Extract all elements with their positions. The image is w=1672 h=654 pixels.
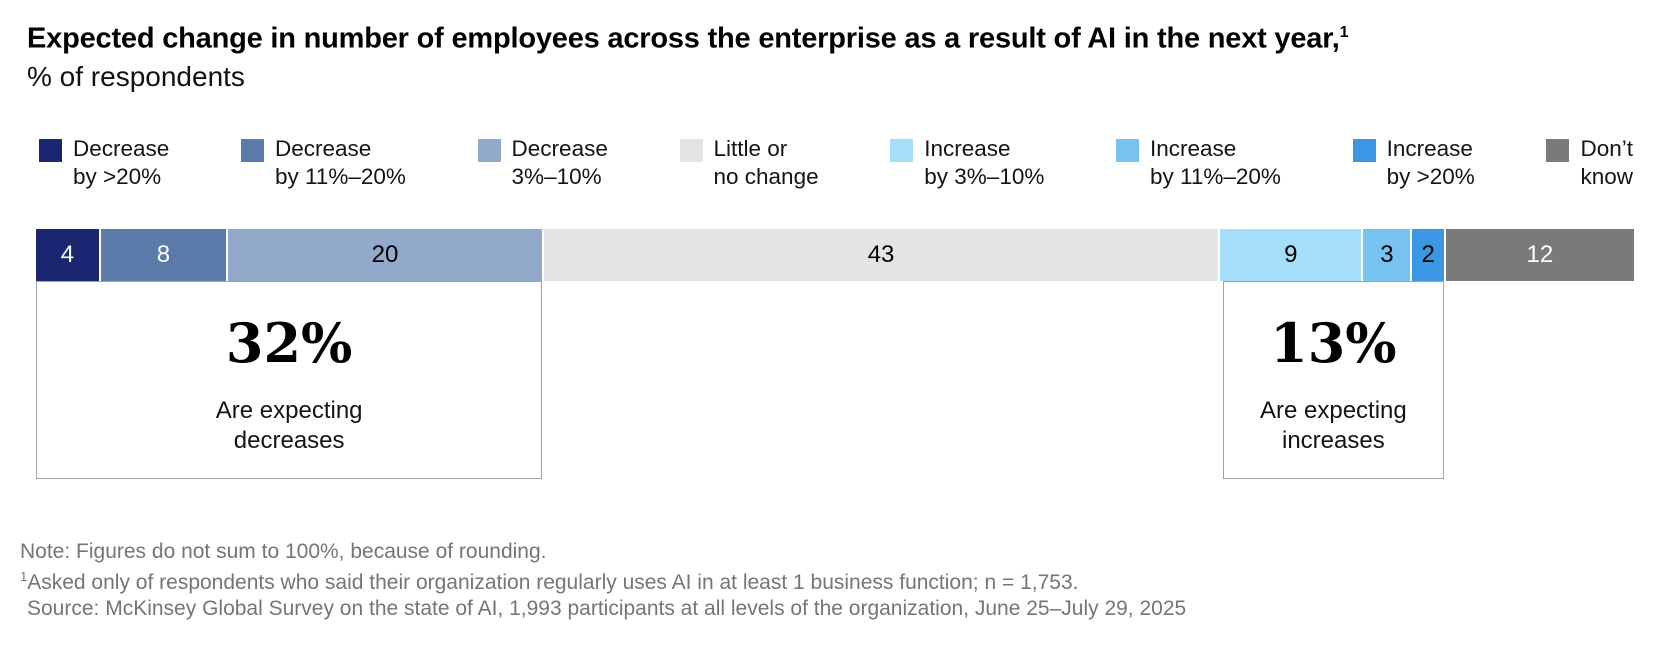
bar-segment-7: 2 — [1412, 228, 1444, 281]
legend-swatch-icon — [240, 138, 264, 162]
annotation-caption: Are expecting increases — [1259, 396, 1407, 454]
bar-segment-8: 12 — [1445, 228, 1634, 281]
legend-swatch-icon — [679, 138, 703, 162]
footnotes: Note: Figures do not sum to 100%, becaus… — [20, 539, 1634, 622]
title-footnote-marker: 1 — [1339, 24, 1349, 41]
stacked-bar: 4 8 20 43 9 3 2 12 — [36, 228, 1634, 281]
legend-item-8: Don’t know — [1546, 135, 1633, 191]
legend-label: Increase by >20% — [1386, 135, 1475, 189]
page-title-text: Expected change in number of employees a… — [27, 22, 1340, 55]
legend-label: Increase by 3%–10% — [924, 135, 1045, 189]
footnote-1: 1Asked only of respondents who said thei… — [20, 564, 1634, 596]
legend-label: Decrease 3%–10% — [511, 135, 608, 189]
legend-swatch-icon — [1352, 138, 1376, 162]
legend-item-2: Decrease by 11%–20% — [240, 135, 406, 191]
legend-label: Decrease by >20% — [73, 135, 170, 189]
annotation-layer: 32% Are expecting decreases 13% Are expectin… — [36, 280, 1634, 479]
legend-item-1: Decrease by >20% — [39, 135, 169, 191]
legend-swatch-icon — [39, 138, 62, 162]
chart-subtitle: % of respondents — [27, 60, 245, 92]
annotation-box-2: 13% Are expecting increases — [1222, 280, 1445, 479]
source-line: Source: McKinsey Global Survey on the st… — [27, 596, 1187, 620]
legend-item-6: Increase by 11%–20% — [1116, 135, 1281, 191]
annotation-value: 13% — [1270, 310, 1397, 375]
bar-segment-1: 4 — [36, 228, 99, 281]
footnote-1-text: Asked only of respondents who said their… — [27, 571, 1079, 595]
annotation-value: 32% — [225, 310, 353, 375]
legend-swatch-icon — [890, 138, 914, 162]
bar-segment-5: 9 — [1220, 228, 1362, 281]
bar-segment-6: 3 — [1363, 228, 1411, 281]
legend: Decrease by >20% Decrease by 11%–20% Decreas… — [39, 135, 1633, 191]
bar-segment-4: 43 — [543, 228, 1219, 281]
annotation-caption: Are expecting decreases — [215, 396, 363, 454]
legend-label: Increase by 11%–20% — [1150, 135, 1281, 189]
page-title: Expected change in number of employees a… — [27, 14, 1634, 58]
note-rounding: Note: Figures do not sum to 100%, becaus… — [20, 539, 547, 563]
bar-segment-3: 20 — [228, 228, 542, 281]
legend-swatch-icon — [1546, 138, 1570, 162]
legend-item-5: Increase by 3%–10% — [890, 135, 1044, 191]
legend-item-4: Little or no change — [679, 135, 819, 191]
footnote-1-marker: 1 — [20, 569, 28, 585]
legend-item-7: Increase by >20% — [1352, 135, 1475, 191]
bar-segment-2: 8 — [100, 228, 227, 281]
legend-item-3: Decrease 3%–10% — [477, 135, 608, 191]
chart-page: Expected change in number of employees a… — [20, 14, 1634, 622]
legend-label: Little or no change — [713, 135, 819, 189]
legend-swatch-icon — [477, 138, 501, 162]
legend-label: Don’t know — [1580, 135, 1633, 189]
legend-label: Decrease by 11%–20% — [274, 135, 406, 189]
stacked-bar-chart: 4 8 20 43 9 3 2 12 32% Are expecting decreases 13%… — [36, 228, 1634, 479]
annotation-box-1: 32% Are expecting decreases — [36, 280, 543, 479]
legend-swatch-icon — [1116, 138, 1140, 162]
